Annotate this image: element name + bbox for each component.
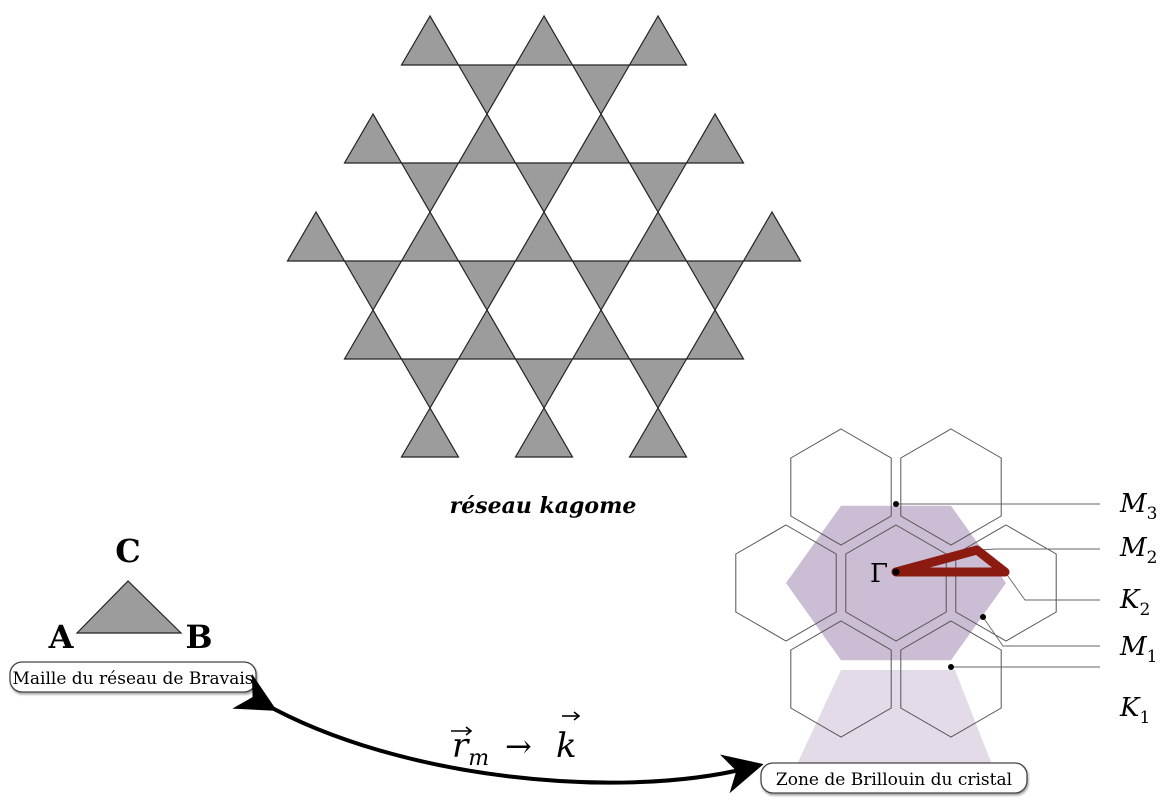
kagome-triangle (514, 162, 574, 214)
brillouin-hexagon (790, 428, 892, 546)
kagome-triangle (571, 64, 631, 116)
kagome-triangle (685, 112, 745, 164)
kagome-triangle (343, 112, 403, 164)
kagome-triangle (400, 14, 460, 66)
high-symmetry-path (891, 545, 1010, 577)
kagome-triangle (514, 406, 574, 458)
symmetry-point-leaders (893, 501, 1100, 670)
vertex-a-label: A (48, 618, 75, 656)
label-m3: M3 (1119, 489, 1157, 524)
kagome-triangle (400, 210, 460, 262)
label-m2: M2 (1119, 533, 1157, 568)
unit-cell-triangle (75, 580, 183, 634)
kagome-triangle (742, 210, 802, 262)
brillouin-zone-area (786, 505, 1006, 661)
label-k2: K2 (1119, 585, 1150, 620)
kagome-triangle (628, 14, 688, 66)
formula-to: k (556, 726, 577, 766)
vertex-b-label: B (185, 618, 212, 656)
kagome-triangle (514, 210, 574, 262)
brillouin-caption-box: Zone de Brillouin du cristal (760, 762, 1028, 794)
kagome-triangle (571, 308, 631, 360)
kagome-triangle (514, 14, 574, 66)
brillouin-caption: Zone de Brillouin du cristal (776, 770, 1012, 790)
kagome-triangle (685, 308, 745, 360)
symmetry-labels: M3 M2 K2 M1 K1 (1119, 489, 1157, 728)
kagome-triangle (628, 210, 688, 262)
gamma-point (892, 568, 900, 576)
brillouin-hexagon (900, 620, 1002, 738)
label-k1: K1 (1119, 693, 1150, 728)
kagome-triangle (685, 260, 745, 312)
label-m1: M1 (1119, 632, 1157, 667)
brillouin-hexagon (900, 428, 1002, 546)
leader-line (976, 548, 1100, 551)
brillouin-hexagon (790, 620, 892, 738)
kagome-triangle (571, 260, 631, 312)
bravais-caption-box: Maille du réseau de Bravais (9, 661, 257, 693)
transform-formula: rm → k (451, 711, 581, 771)
kagome-lattice (286, 14, 802, 458)
vertex-c-label: C (115, 532, 140, 570)
vector-head-k (573, 711, 581, 721)
formula-arrow: → (505, 727, 532, 765)
formula-from: rm (452, 726, 489, 771)
kagome-triangle (457, 260, 517, 312)
symmetry-point-dot (948, 664, 954, 670)
transform-arrow (232, 673, 764, 794)
bravais-caption: Maille du réseau de Bravais (12, 669, 253, 689)
kagome-triangle (400, 162, 460, 214)
kagome-triangle (343, 308, 403, 360)
kagome-triangle (286, 210, 346, 262)
vector-head-r (465, 726, 473, 736)
gamma-label: Γ (870, 559, 888, 589)
kagome-triangle (400, 406, 460, 458)
kagome-triangle (343, 260, 403, 312)
kagome-title: réseau kagome (450, 493, 637, 519)
kagome-triangle (571, 112, 631, 164)
brillouin-hexagon (735, 524, 837, 642)
kagome-triangle (514, 358, 574, 410)
unit-cell: C A B (48, 532, 213, 656)
kagome-triangle (628, 406, 688, 458)
kagome-triangle (457, 112, 517, 164)
leader-line (1004, 571, 1100, 601)
leader-line (982, 616, 1100, 647)
kagome-triangle (628, 162, 688, 214)
kagome-triangle (628, 358, 688, 410)
symmetry-point-dot (893, 501, 899, 507)
hexagon-grid (735, 428, 1057, 738)
kagome-triangle (400, 358, 460, 410)
zone-projection (785, 670, 1002, 790)
kagome-triangle (457, 64, 517, 116)
kagome-triangle (457, 308, 517, 360)
symmetry-point-dot (980, 614, 986, 620)
